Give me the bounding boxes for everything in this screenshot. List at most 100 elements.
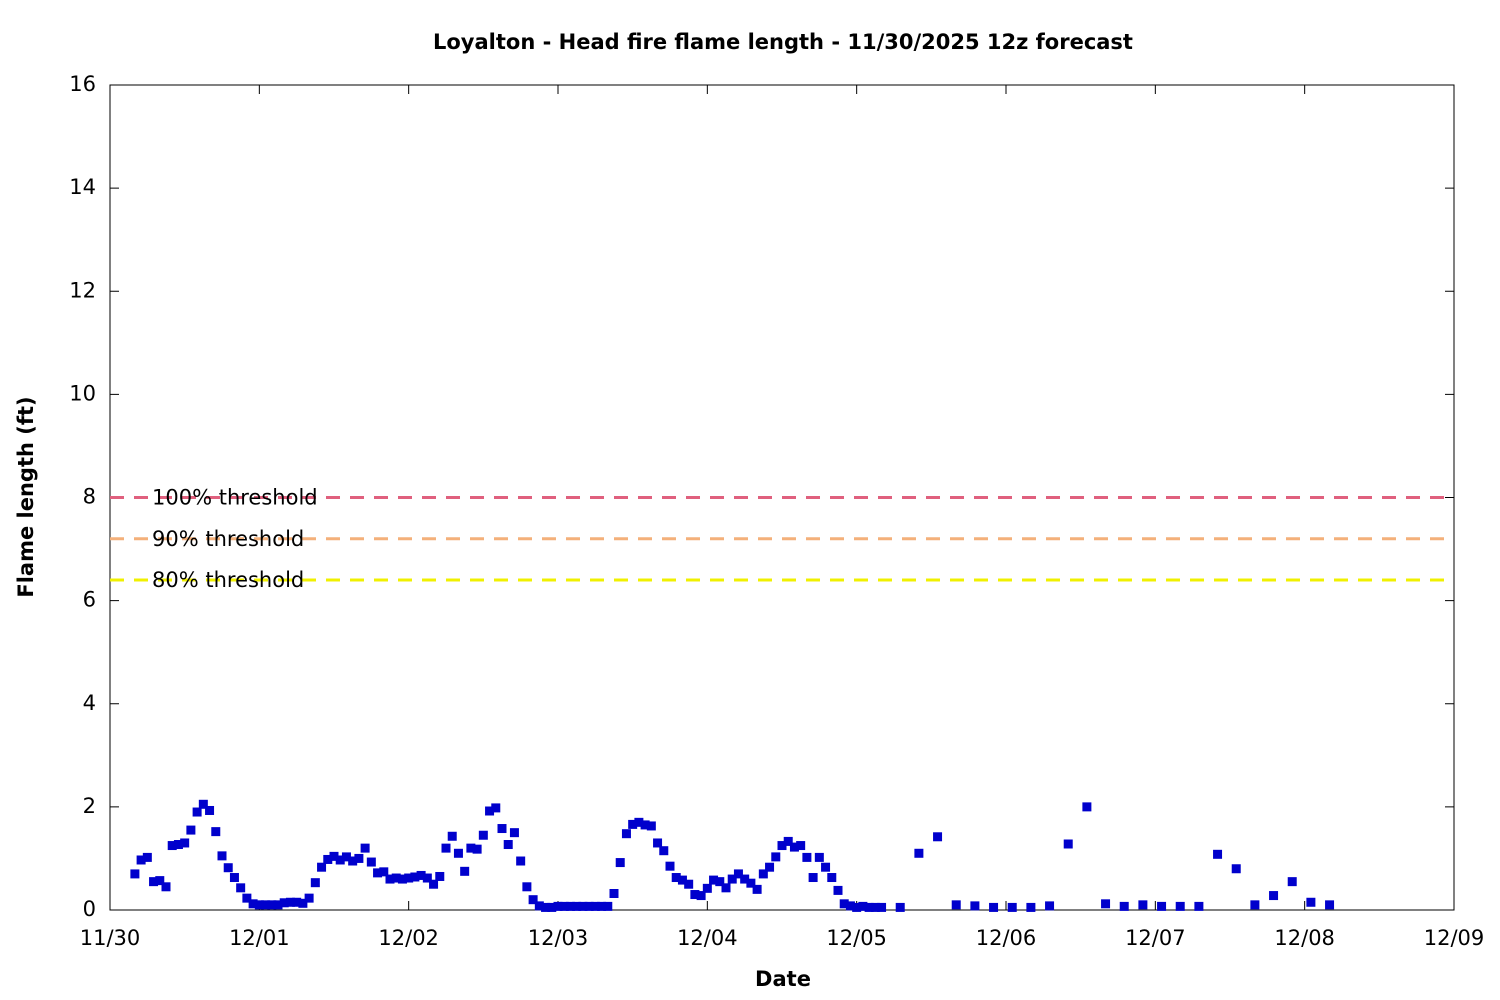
point [572, 901, 582, 911]
point [733, 869, 743, 879]
point [285, 897, 295, 907]
point [653, 838, 663, 848]
point [161, 882, 171, 892]
point [1063, 839, 1073, 849]
point [1119, 901, 1129, 911]
point [814, 852, 824, 862]
chart-title: Loyalton - Head fire flame length - 11/3… [433, 30, 1133, 54]
threshold-label: 90% threshold [152, 527, 304, 551]
point [690, 890, 700, 900]
point [404, 873, 414, 883]
point [217, 851, 227, 861]
point [590, 901, 600, 911]
point [833, 885, 843, 895]
point [379, 867, 389, 877]
point [702, 883, 712, 893]
point [765, 862, 775, 872]
point [447, 831, 457, 841]
y-tick-label: 12 [69, 278, 96, 302]
point [559, 901, 569, 911]
point [796, 841, 806, 851]
point [385, 874, 395, 884]
point [1325, 900, 1335, 910]
point [155, 876, 165, 886]
point [136, 855, 146, 865]
point [870, 902, 880, 912]
point [422, 873, 432, 883]
point [789, 842, 799, 852]
threshold-label: 100% threshold [152, 486, 318, 510]
point [877, 902, 887, 912]
point [509, 828, 519, 838]
point [522, 882, 532, 892]
point [777, 841, 787, 851]
point [441, 843, 451, 853]
point [341, 852, 351, 862]
point [696, 891, 706, 901]
point [211, 827, 221, 837]
point [671, 873, 681, 883]
point [248, 899, 258, 909]
point [578, 901, 588, 911]
point [242, 893, 252, 903]
x-tick-label: 12/09 [1424, 926, 1485, 950]
y-tick-label: 10 [69, 381, 96, 405]
point [491, 803, 501, 813]
point [646, 821, 656, 831]
y-tick-label: 0 [83, 897, 96, 921]
point [1175, 901, 1185, 911]
point [758, 869, 768, 879]
point [709, 875, 719, 885]
point [485, 806, 495, 816]
point [845, 901, 855, 911]
point [1026, 902, 1036, 912]
point [329, 851, 339, 861]
point [839, 899, 849, 909]
point [727, 874, 737, 884]
point [460, 866, 470, 876]
point [1269, 891, 1279, 901]
point [229, 873, 239, 883]
y-tick-label: 16 [69, 72, 96, 96]
y-tick-label: 8 [83, 485, 96, 509]
x-tick-label: 12/04 [677, 926, 738, 950]
point [597, 901, 607, 911]
point [1250, 900, 1260, 910]
point [516, 856, 526, 866]
point [410, 872, 420, 882]
point [366, 857, 376, 867]
point [715, 877, 725, 887]
y-tick-label: 14 [69, 175, 96, 199]
y-tick-label: 4 [83, 691, 96, 715]
point [198, 799, 208, 809]
x-tick-label: 12/08 [1274, 926, 1335, 950]
point [989, 902, 999, 912]
point [472, 844, 482, 854]
point [497, 824, 507, 834]
point [1306, 897, 1316, 907]
point [205, 805, 215, 815]
point [1138, 900, 1148, 910]
point [864, 902, 874, 912]
point [429, 879, 439, 889]
point [1082, 802, 1092, 812]
point [310, 878, 320, 888]
point [354, 853, 364, 863]
y-tick-label: 2 [83, 794, 96, 818]
point [933, 832, 943, 842]
point [634, 817, 644, 827]
point [553, 901, 563, 911]
point [142, 852, 152, 862]
point [130, 869, 140, 879]
point [478, 830, 488, 840]
point [746, 878, 756, 888]
point [621, 829, 631, 839]
point [192, 807, 202, 817]
point [1287, 877, 1297, 887]
point [1231, 864, 1241, 874]
x-tick-label: 12/02 [378, 926, 439, 950]
point [1045, 901, 1055, 911]
point [684, 879, 694, 889]
point [261, 900, 271, 910]
point [373, 868, 383, 878]
